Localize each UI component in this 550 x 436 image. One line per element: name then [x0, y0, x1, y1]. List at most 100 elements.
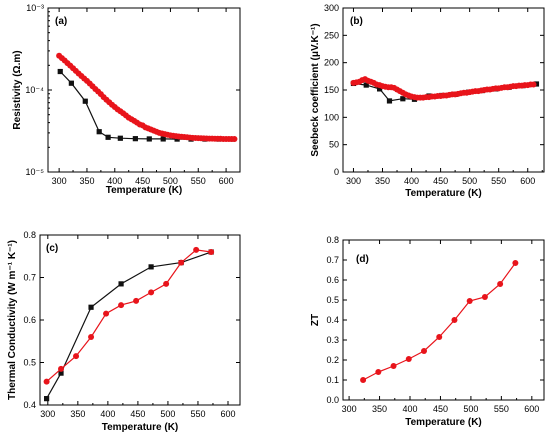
x-tick-label: 350: [70, 409, 85, 419]
data-point: [88, 334, 95, 340]
x-tick-label: 400: [404, 176, 419, 186]
data-point: [481, 294, 488, 300]
x-tick-label: 550: [190, 409, 205, 419]
data-point: [405, 356, 412, 362]
data-point: [146, 136, 152, 142]
y-axis-label: Seebeck coefficient (μV.K⁻¹): [310, 23, 321, 156]
y-tick-label: 0.4: [326, 315, 339, 325]
y-tick-label: 0.2: [326, 355, 339, 365]
data-point: [386, 98, 393, 104]
y-tick-label: 200: [324, 58, 339, 68]
x-tick-label: 400: [107, 176, 122, 186]
series-red: [350, 76, 537, 101]
y-tick-label: 0.8: [23, 230, 36, 240]
data-point: [160, 136, 166, 142]
data-point: [148, 264, 154, 270]
y-tick-label: 150: [324, 85, 339, 95]
x-axis-label: Temperature (K): [405, 417, 482, 428]
data-point: [231, 135, 238, 142]
y-tick-label: 0.3: [326, 335, 339, 345]
data-point: [193, 246, 200, 253]
data-point: [466, 298, 473, 304]
series-black: [44, 249, 214, 402]
x-tick-label: 350: [372, 404, 387, 414]
y-tick-label: 0.4: [23, 400, 36, 410]
plot-frame: [39, 234, 241, 406]
x-axis-label: Temperature (K): [106, 185, 183, 196]
data-point: [133, 297, 140, 304]
series-red: [56, 52, 238, 142]
data-point: [88, 304, 94, 310]
y-axis-label: ZT: [310, 314, 321, 326]
data-point: [363, 82, 369, 88]
y-tick-label: 250: [324, 30, 339, 40]
y-tick-label: 100: [324, 112, 339, 122]
y-tick-label: 50: [329, 140, 339, 150]
x-tick-label: 550: [494, 404, 509, 414]
y-tick-label: 0.0: [326, 395, 339, 405]
y-tick-label: 0.7: [326, 255, 339, 265]
x-tick-label: 300: [40, 409, 55, 419]
data-point: [400, 96, 406, 102]
y-tick-label: 0.8: [326, 235, 339, 245]
y-tick-label: 300: [324, 3, 339, 13]
data-point: [530, 81, 537, 88]
data-point: [82, 98, 88, 104]
x-tick-label: 300: [52, 176, 67, 186]
data-point: [390, 363, 397, 369]
x-tick-label: 600: [524, 404, 539, 414]
panel-label: (d): [356, 254, 369, 265]
panel-label: (a): [55, 16, 67, 27]
x-tick-label: 300: [342, 404, 357, 414]
x-tick-label: 450: [433, 404, 448, 414]
x-tick-label: 600: [520, 176, 535, 186]
y-axis-label: Thermal Conductivity (W m⁻¹ K⁻¹): [7, 240, 18, 400]
x-tick-label: 500: [463, 404, 478, 414]
data-point: [73, 353, 80, 360]
x-tick-label: 500: [160, 409, 175, 419]
data-point: [360, 377, 367, 383]
x-tick-label: 550: [191, 176, 206, 186]
data-point: [105, 134, 111, 140]
data-point: [57, 68, 63, 75]
y-tick-label: 0.6: [326, 275, 339, 285]
panel-label: (b): [350, 16, 363, 27]
data-point: [451, 317, 458, 323]
x-tick-label: 450: [130, 409, 145, 419]
x-tick-label: 550: [491, 176, 506, 186]
y-tick-label: 10⁻⁵: [26, 167, 45, 177]
chart-panel-a: 300 350 400 450 500 550 600 10⁻⁵ 10⁻⁴ 10⁻³ (a) Temp…: [12, 3, 241, 196]
y-tick-label: 0.1: [326, 375, 339, 385]
data-point: [376, 86, 383, 92]
data-point: [43, 378, 50, 385]
data-point: [58, 370, 64, 376]
x-tick-label: 350: [79, 176, 94, 186]
data-point: [103, 310, 110, 317]
y-axis-label: Resistivity (Ω.m): [12, 50, 23, 129]
x-tick-label: 600: [220, 409, 235, 419]
plot-frame: [342, 7, 545, 173]
data-point: [497, 281, 504, 287]
data-point: [178, 259, 185, 266]
x-tick-label: 400: [100, 409, 115, 419]
x-axis-label: Temperature (K): [102, 422, 179, 433]
x-axis-label: Temperature (K): [405, 188, 482, 199]
data-point: [163, 280, 170, 287]
x-tick-label: 450: [433, 176, 448, 186]
x-tick-label: 300: [346, 176, 361, 186]
y-tick-label: 0.6: [23, 315, 36, 325]
series-red: [43, 246, 215, 385]
series-line: [362, 262, 516, 381]
data-point: [118, 281, 124, 287]
chart-panel-c: 300 350 400 450 500 550 600 0.4 0.5 0.6 0.7 0.8 (c) T…: [7, 230, 241, 433]
data-point: [118, 302, 125, 309]
chart-panel-b: 300 350 400 450 500 550 600 0 50 100 150 200 250 300 (…: [310, 3, 545, 199]
y-tick-label: 0: [334, 167, 339, 177]
data-point: [132, 136, 138, 142]
series-line: [46, 251, 212, 399]
data-point: [58, 365, 65, 372]
data-point: [117, 135, 123, 141]
x-tick-label: 350: [375, 176, 390, 186]
data-point: [436, 334, 443, 340]
data-point: [375, 369, 382, 375]
